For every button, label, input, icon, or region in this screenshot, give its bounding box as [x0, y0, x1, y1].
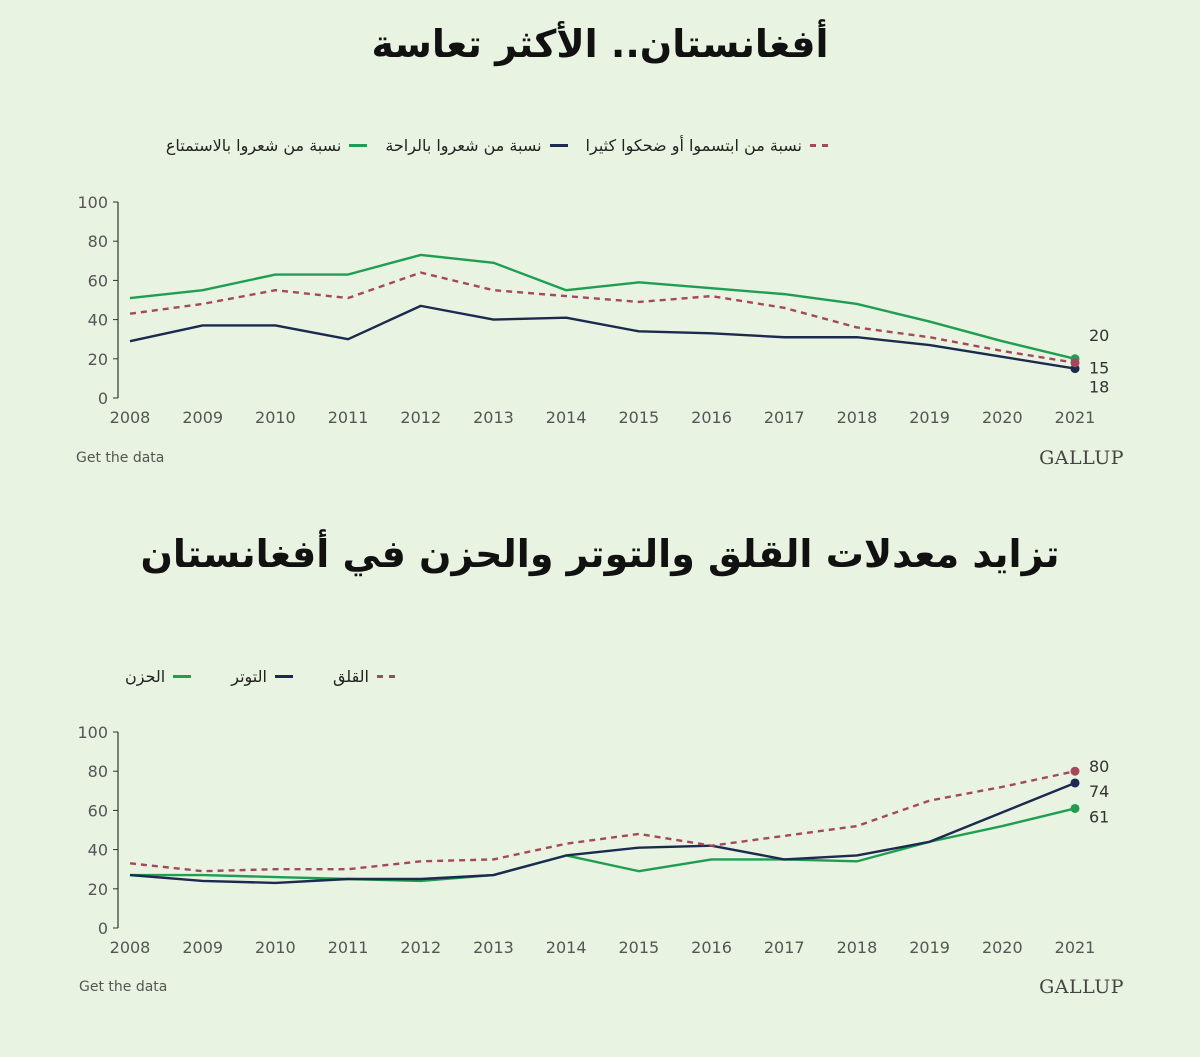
legend-swatch: [377, 675, 395, 678]
x-tick-label: 2008: [110, 408, 151, 427]
x-tick-label: 2009: [182, 938, 223, 957]
series-end-label: 80: [1089, 757, 1109, 776]
legend-label: نسبة من ابتسموا أو ضحكوا كثيرا: [585, 136, 802, 155]
x-tick-label: 2010: [255, 938, 296, 957]
series-line: [129, 253, 1076, 360]
x-tick-label: 2011: [328, 408, 369, 427]
x-tick-label: 2021: [1055, 408, 1096, 427]
x-tick-label: 2018: [837, 938, 878, 957]
x-tick-label: 2008: [110, 938, 151, 957]
series-end-label: 74: [1089, 782, 1109, 801]
legend-label: القلق: [332, 667, 369, 686]
x-tick-label: 2020: [982, 408, 1023, 427]
series-line: [129, 304, 1076, 370]
x-tick-label: 2020: [982, 938, 1023, 957]
gallup-logo: GALLUP: [1039, 976, 1124, 998]
x-tick-label: 2012: [400, 408, 441, 427]
line-chart: 0 20 40 60 80 100 2008 2009 2010 2011 2012 2013 2014…: [77, 193, 1109, 427]
series-end-label: 15: [1089, 359, 1109, 378]
y-tick-label: 100: [77, 193, 108, 212]
y-tick-label: 20: [88, 350, 108, 369]
line-chart: 0 20 40 60 80 100 2008 2009 2010 2011 2012 2013 2014…: [77, 723, 1109, 957]
series-line: [129, 781, 1076, 885]
legend-item-rested: نسبة من شعروا بالراحة: [385, 136, 568, 155]
chart-panel-happiness: أفغانستان.. الأكثر تعاسة نسبة من ابتسموا…: [0, 0, 1200, 500]
legend-item-sadness: الحزن: [125, 667, 192, 686]
chart-title: تزايد معدلات القلق والتوتر والحزن في أفغ…: [140, 532, 1060, 576]
y-tick-label: 60: [88, 271, 108, 290]
get-the-data-link[interactable]: Get the data: [76, 450, 165, 466]
y-tick-label: 60: [88, 801, 108, 820]
x-tick-label: 2021: [1055, 938, 1096, 957]
legend-item-worry: القلق: [333, 667, 395, 686]
series-end-label: 20: [1089, 326, 1109, 345]
x-tick-label: 2016: [691, 938, 732, 957]
series-line: [129, 770, 1076, 873]
legend-label: الحزن: [125, 667, 166, 686]
legend-label: التوتر: [231, 667, 267, 686]
chart-title: أفغانستان.. الأكثر تعاسة: [371, 22, 829, 66]
series-line: [130, 807, 1076, 883]
legend-swatch: [549, 144, 568, 147]
legend-swatch: [173, 675, 192, 678]
x-tick-label: 2019: [909, 408, 950, 427]
x-tick-label: 2013: [473, 408, 514, 427]
legend-swatch: [810, 144, 828, 147]
chart-legend: القلق التوتر الحزن: [125, 667, 395, 686]
y-tick-label: 80: [88, 762, 108, 781]
y-tick-label: 0: [98, 919, 108, 938]
legend-item-smiled: نسبة من ابتسموا أو ضحكوا كثيرا: [586, 136, 828, 155]
series-end-label: 18: [1089, 378, 1109, 397]
x-tick-label: 2013: [473, 938, 514, 957]
x-tick-label: 2011: [328, 938, 369, 957]
y-tick-label: 40: [88, 311, 108, 330]
get-the-data-link[interactable]: Get the data: [79, 979, 168, 995]
legend-label: نسبة من شعروا بالاستمتاع: [165, 136, 342, 155]
legend-item-stress: التوتر: [231, 667, 293, 686]
x-tick-label: 2014: [546, 938, 587, 957]
x-tick-label: 2012: [400, 938, 441, 957]
chart-panel-negative-emotions: تزايد معدلات القلق والتوتر والحزن في أفغ…: [0, 510, 1200, 1050]
series-end-point: [1070, 358, 1080, 368]
series-line: [129, 271, 1076, 364]
legend-swatch: [349, 144, 368, 147]
x-tick-label: 2017: [764, 408, 805, 427]
series-end-label: 61: [1089, 807, 1109, 826]
series-end-point: [1070, 766, 1080, 776]
y-tick-label: 100: [77, 723, 108, 742]
y-tick-label: 40: [88, 841, 108, 860]
series-end-point: [1070, 778, 1080, 788]
chart-legend: نسبة من ابتسموا أو ضحكوا كثيرا نسبة من ش…: [166, 136, 828, 155]
x-tick-label: 2010: [255, 408, 296, 427]
y-tick-label: 0: [98, 389, 108, 408]
x-tick-label: 2015: [618, 408, 659, 427]
legend-label: نسبة من شعروا بالراحة: [385, 136, 542, 155]
y-tick-label: 80: [88, 232, 108, 251]
x-tick-label: 2018: [837, 408, 878, 427]
y-tick-label: 20: [88, 880, 108, 899]
x-tick-label: 2016: [691, 408, 732, 427]
x-tick-label: 2014: [546, 408, 587, 427]
gallup-logo: GALLUP: [1039, 447, 1124, 469]
x-tick-label: 2009: [182, 408, 223, 427]
x-tick-label: 2019: [909, 938, 950, 957]
x-tick-label: 2017: [764, 938, 805, 957]
legend-item-enjoyment: نسبة من شعروا بالاستمتاع: [165, 136, 368, 155]
legend-swatch: [274, 675, 293, 678]
x-tick-label: 2015: [618, 938, 659, 957]
series-end-point: [1070, 803, 1080, 813]
